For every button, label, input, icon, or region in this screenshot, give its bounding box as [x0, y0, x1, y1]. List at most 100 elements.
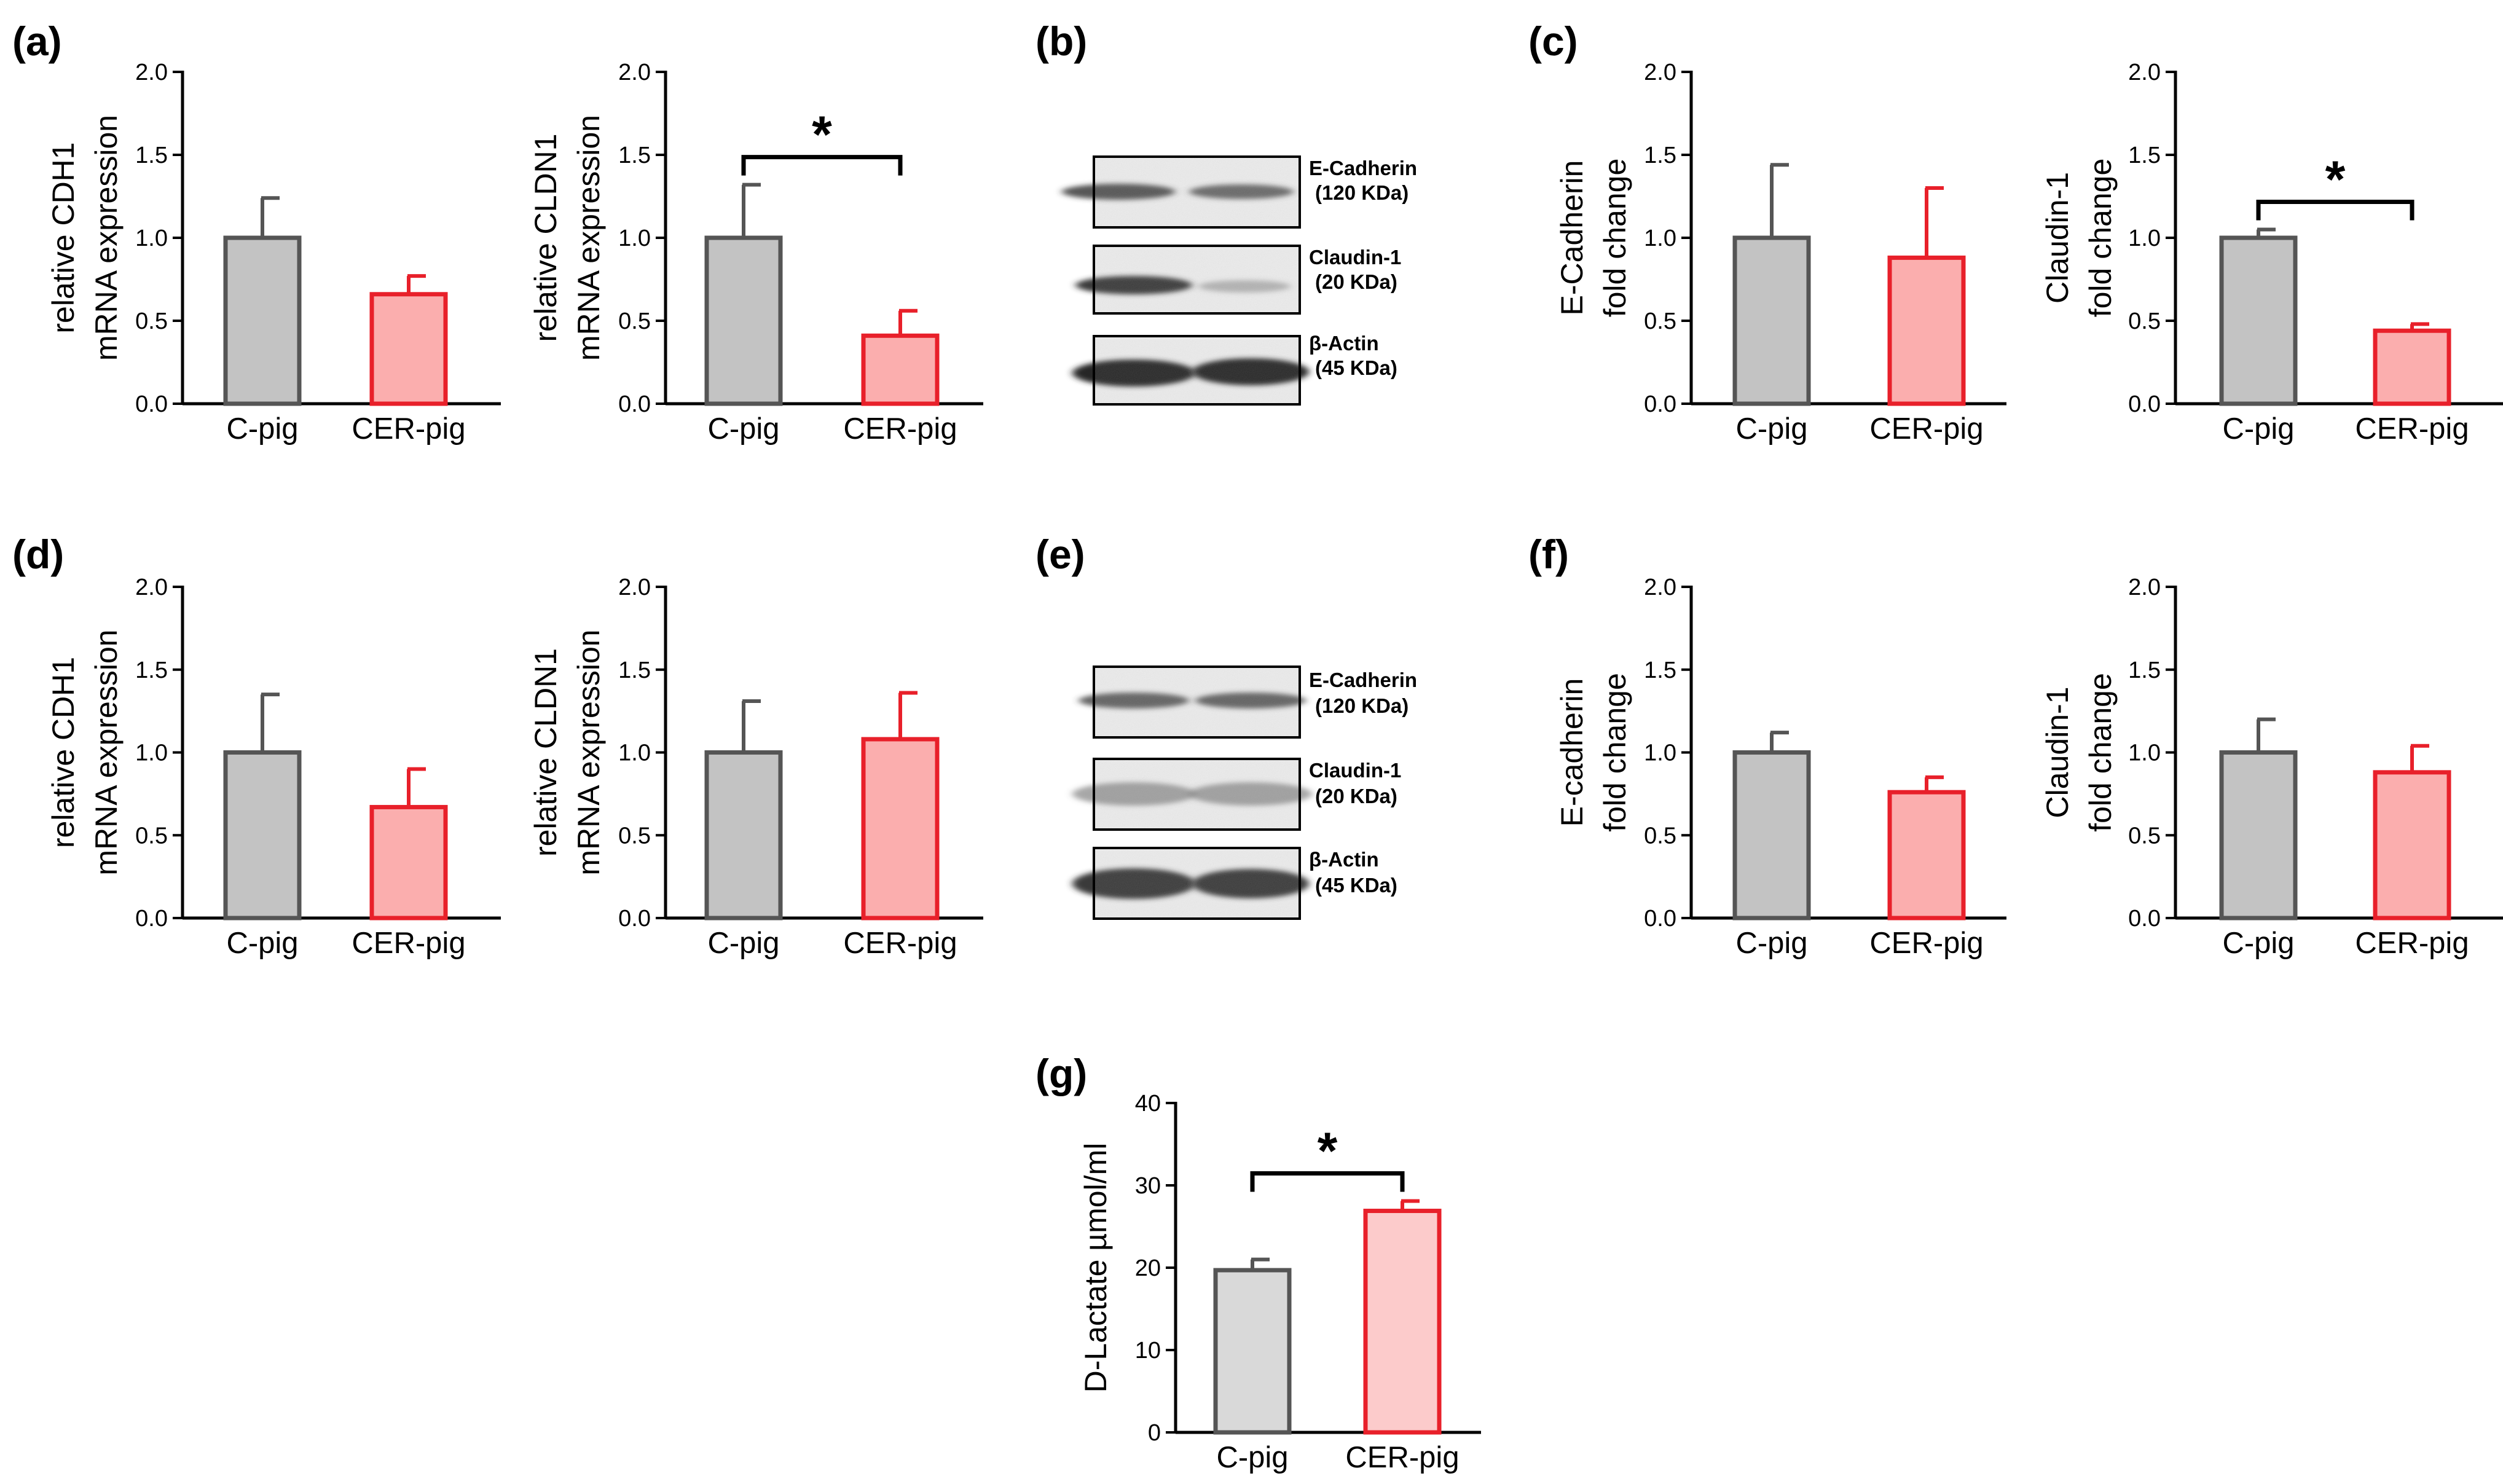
bar-treatment [1887, 790, 1966, 921]
y-axis-label: fold change [2083, 159, 2118, 318]
bar-control [223, 235, 302, 406]
blot-band-size: (45 KDa) [1315, 356, 1397, 379]
y-axis-label: Claudin-1 [2040, 172, 2075, 304]
bar-treatment [2373, 770, 2451, 921]
y-tick-label: 30 [1135, 1173, 1161, 1199]
bar-chart-3: (c) 0.0 0.5 1.0 1.5 2.0 E-Cadherin fold change C… [1528, 18, 2006, 446]
y-tick-label: 0.0 [618, 391, 651, 417]
y-tick-label: 0.5 [135, 308, 168, 334]
y-tick-label: 0 [1148, 1420, 1161, 1446]
blots-layer: (b)E-Cadherin(120 KDa)Claudin-1(20 KDa)β… [1035, 18, 1417, 920]
y-tick-label: 2.0 [135, 60, 168, 85]
blot-band-size: (120 KDa) [1315, 181, 1409, 204]
x-tick-label: C-pig [226, 927, 298, 960]
y-tick-label: 1.5 [618, 658, 651, 683]
bar-chart-6: 0.0 0.5 1.0 1.5 2.0 relative CLDN1 mRNA expres… [528, 575, 983, 960]
y-tick-label: 1.5 [2128, 658, 2161, 683]
blot-band-name: Claudin-1 [1309, 246, 1401, 269]
blot-band-name: β-Actin [1309, 848, 1379, 871]
blot-frame [1093, 665, 1301, 739]
y-tick-label: 0.5 [1644, 308, 1676, 334]
panel-label: (a) [12, 18, 62, 64]
x-tick-label: C-pig [2222, 412, 2294, 446]
x-tick-label: C-pig [707, 927, 779, 960]
y-tick-label: 20 [1135, 1255, 1161, 1281]
panel-label: (f) [1528, 532, 1569, 577]
panel-label: (c) [1528, 18, 1578, 64]
x-tick-label: C-pig [226, 412, 298, 446]
panel-label: (b) [1035, 18, 1087, 64]
bar-treatment [861, 333, 940, 406]
y-axis-label: mRNA expression [572, 629, 606, 875]
y-axis-label: fold change [1598, 159, 1632, 318]
y-tick-label: 1.5 [1644, 143, 1676, 168]
western-blot-2: (e) E-Cadherin (120 KDa) Claudin-1 (20 KDa) β… [1035, 532, 1417, 920]
y-axis-label: mRNA expression [89, 629, 124, 875]
blot-band-name: β-Actin [1309, 332, 1379, 355]
blot-band-size: (45 KDa) [1315, 874, 1397, 897]
y-tick-label: 0.5 [2128, 308, 2161, 334]
y-tick-label: 2.0 [1644, 60, 1676, 85]
y-axis-label: relative CDH1 [46, 142, 81, 333]
y-tick-label: 1.0 [2128, 740, 2161, 766]
blot-band-name: E-Cadherin [1309, 157, 1417, 179]
y-tick-label: 2.0 [2128, 60, 2161, 85]
significance-bracket [2256, 200, 2415, 221]
y-tick-label: 0.0 [135, 906, 168, 932]
y-tick-label: 0.0 [618, 906, 651, 932]
y-tick-label: 2.0 [2128, 575, 2161, 600]
x-tick-label: C-pig [707, 412, 779, 446]
y-tick-label: 1.0 [135, 740, 168, 766]
bar-chart-8: 0.0 0.5 1.0 1.5 2.0 Claudin-1 fold change C-pig… [2040, 575, 2503, 960]
blot-band-size: (20 KDa) [1315, 270, 1397, 293]
bar-treatment [861, 737, 940, 921]
y-tick-label: 0.0 [2128, 906, 2161, 932]
bar-control [704, 235, 783, 406]
y-tick-label: 1.5 [618, 143, 651, 168]
x-tick-label: CER-pig [843, 927, 957, 960]
y-axis-label: mRNA expression [572, 115, 606, 361]
blot-frame [1093, 847, 1301, 920]
bar-control [1732, 235, 1811, 406]
y-axis-label: E-cadherin [1555, 678, 1589, 827]
blot-texture [1094, 848, 1300, 919]
significance-bracket [741, 155, 903, 176]
y-tick-label: 1.5 [2128, 143, 2161, 168]
y-tick-label: 1.0 [135, 226, 168, 251]
y-axis-label: relative CLDN1 [528, 133, 563, 342]
bar-treatment [369, 804, 448, 921]
significance-star: * [812, 106, 832, 163]
x-tick-label: CER-pig [843, 412, 957, 446]
significance-star: * [1318, 1121, 1338, 1179]
x-tick-label: CER-pig [2355, 412, 2469, 446]
blot-texture [1094, 246, 1300, 313]
blot-texture [1094, 759, 1300, 830]
bar-treatment [2373, 328, 2451, 406]
y-axis-label: E-Cadherin [1555, 160, 1589, 316]
bar-control [704, 750, 783, 921]
blot-frame [1093, 758, 1301, 831]
blot-texture [1094, 667, 1300, 737]
y-tick-label: 1.0 [2128, 226, 2161, 251]
x-tick-label: CER-pig [2355, 927, 2469, 960]
bar-chart-4: 0.0 0.5 1.0 1.5 2.0 Claudin-1 fold change C-pig… [2040, 60, 2503, 446]
y-tick-label: 2.0 [135, 575, 168, 600]
significance-bracket [1250, 1171, 1405, 1192]
y-tick-label: 10 [1135, 1338, 1161, 1364]
y-axis-label: Claudin-1 [2040, 686, 2075, 818]
bar-chart-7: (f) 0.0 0.5 1.0 1.5 2.0 E-cadherin fold change C… [1528, 532, 2006, 960]
y-tick-label: 1.5 [135, 658, 168, 683]
bar-treatment [1363, 1209, 1442, 1435]
bar-chart-5: (d) 0.0 0.5 1.0 1.5 2.0 relative CDH1 mRNA expr… [12, 532, 501, 960]
panel-label: (d) [12, 532, 64, 577]
y-tick-label: 0.0 [2128, 391, 2161, 417]
blot-band-size: (20 KDa) [1315, 785, 1397, 807]
bar-treatment [1887, 255, 1966, 406]
y-tick-label: 0.5 [618, 308, 651, 334]
y-tick-label: 2.0 [1644, 575, 1676, 600]
y-tick-label: 0.5 [1644, 823, 1676, 849]
x-tick-label: C-pig [1735, 927, 1807, 960]
bar-control [2219, 750, 2298, 921]
blot-frame [1093, 155, 1301, 229]
y-tick-label: 2.0 [618, 575, 651, 600]
